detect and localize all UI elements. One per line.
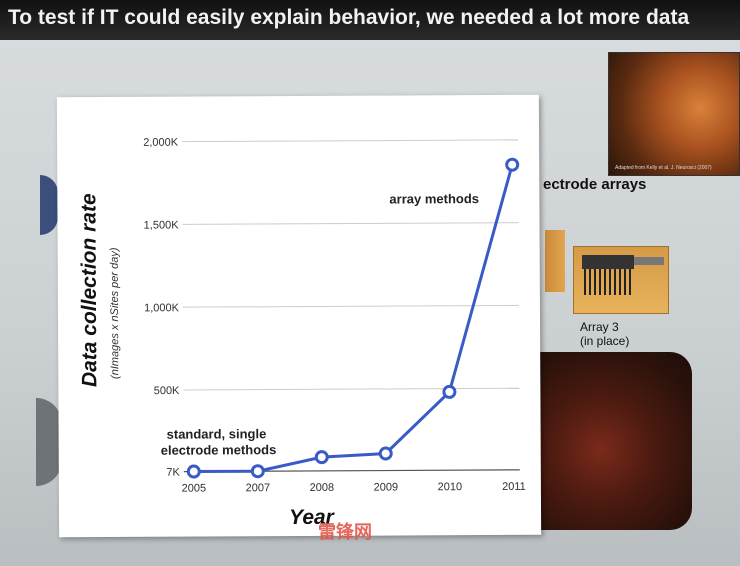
- electrode-array-graphic: [582, 255, 664, 295]
- data-point: [250, 464, 265, 479]
- y-tick-label: 1,000K: [144, 302, 180, 314]
- annotation-standard-line2: electrode methods: [161, 442, 277, 458]
- chart-paper: 7K 500K 1,000K 1,500K 2,000K 2005 2007 2008 200…: [56, 76, 542, 538]
- data-point: [505, 157, 520, 172]
- grid-lines: [182, 139, 520, 473]
- x-tick-label: 2011: [502, 481, 526, 493]
- x-tick-label: 2007: [246, 482, 271, 494]
- annotation-standard-line1: standard, single: [167, 426, 267, 442]
- y-tick-label: 7K: [166, 467, 180, 479]
- y-tick-labels: 7K 500K 1,000K 1,500K 2,000K: [143, 137, 180, 479]
- gridline: [183, 387, 520, 391]
- coin-photo: Adapted from Kelly et al. J. Neurosci (2…: [608, 52, 740, 176]
- watermark-logo: 雷锋网: [318, 522, 372, 542]
- x-tick-label: 2009: [374, 481, 399, 493]
- array-3-photo: [573, 246, 669, 314]
- gridline: [182, 222, 519, 225]
- slide-title: To test if IT could easily explain behav…: [8, 6, 690, 29]
- x-tick-label: 2010: [438, 481, 463, 493]
- brain-tissue-photo: [540, 352, 692, 530]
- data-point: [442, 384, 457, 399]
- array-3-label-line2: (in place): [580, 334, 630, 348]
- x-tick-labels: 2005 2007 2008 2009 2010 2011: [182, 481, 526, 495]
- array-photo-partial: [545, 230, 565, 292]
- x-tick-label: 2008: [310, 482, 335, 494]
- y-tick-label: 500K: [154, 385, 180, 397]
- array-3-label-line1: Array 3: [580, 320, 619, 334]
- y-axis-subtitle: (nImages x nSites per day): [109, 247, 122, 379]
- data-point: [186, 464, 201, 479]
- gridline: [182, 139, 519, 143]
- y-tick-label: 1,500K: [144, 219, 180, 231]
- slide-fragment-blue: [40, 175, 58, 235]
- annotation-array-methods: array methods: [389, 191, 479, 206]
- data-point: [314, 450, 329, 465]
- electrode-arrays-label: ectrode arrays: [543, 176, 647, 193]
- data-point: [378, 446, 393, 461]
- photo-credit: Adapted from Kelly et al. J. Neurosci (2…: [615, 165, 712, 171]
- x-axis-title: Year: [289, 506, 336, 529]
- slide-title-bar: To test if IT could easily explain behav…: [0, 0, 740, 40]
- y-tick-label: 2,000K: [143, 137, 179, 149]
- data-points: [186, 157, 520, 479]
- series-line: [193, 164, 514, 474]
- gridline: [182, 304, 519, 308]
- array-3-label: Array 3 (in place): [580, 320, 629, 348]
- y-axis-title: Data collection rate: [77, 193, 101, 387]
- x-tick-label: 2005: [182, 482, 207, 494]
